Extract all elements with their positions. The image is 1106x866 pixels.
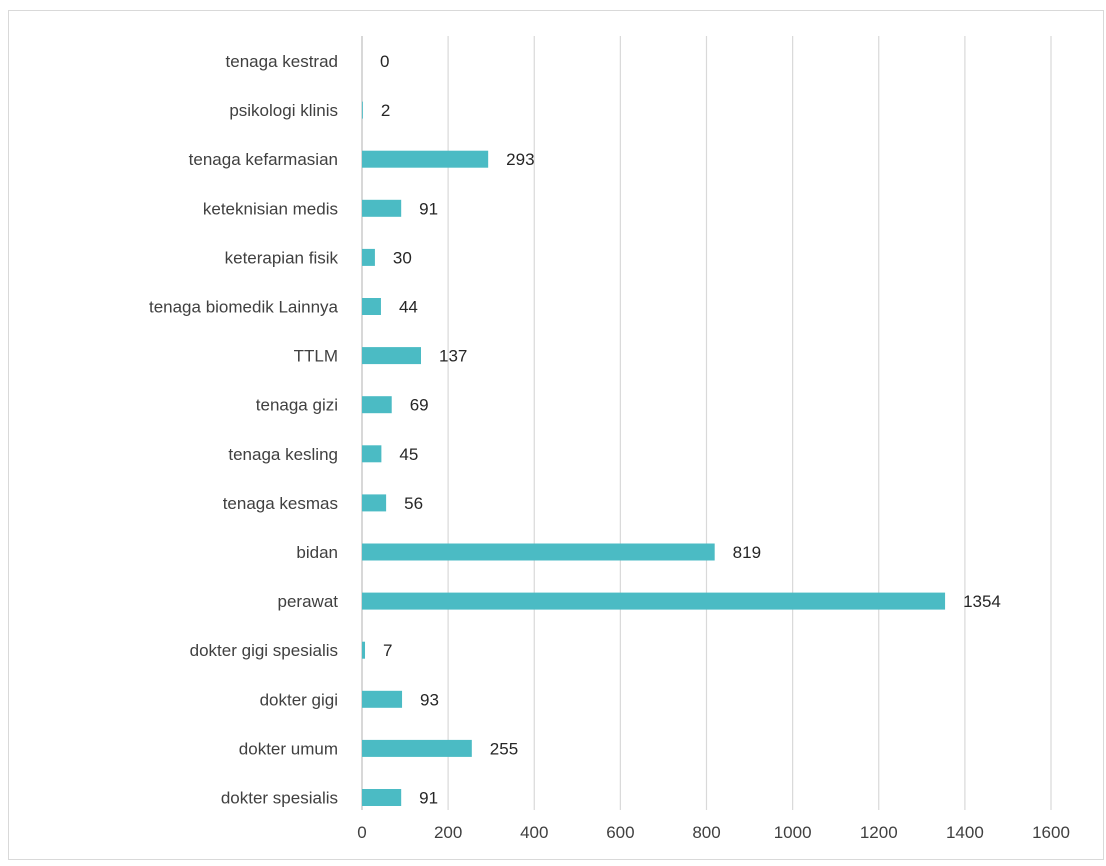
category-label: psikologi klinis bbox=[229, 101, 338, 120]
category-label: TTLM bbox=[294, 347, 338, 366]
x-tick-label: 400 bbox=[520, 823, 548, 842]
bar bbox=[362, 150, 489, 168]
x-tick-label: 200 bbox=[434, 823, 462, 842]
bar bbox=[362, 789, 402, 806]
data-label: 0 bbox=[380, 52, 389, 71]
bar bbox=[362, 248, 375, 266]
value-labels: 0 2 293 91 30 44 137 69 45 56 819 1354 7 93 255 91 bbox=[380, 52, 1001, 808]
chart-frame bbox=[8, 10, 1104, 860]
bar bbox=[362, 494, 387, 512]
data-label: 2 bbox=[381, 101, 390, 120]
category-label: tenaga gizi bbox=[256, 396, 338, 415]
category-label: tenaga biomedik Lainnya bbox=[149, 298, 339, 317]
data-label: 56 bbox=[404, 494, 423, 513]
category-label: perawat bbox=[278, 592, 339, 611]
data-label: 91 bbox=[419, 789, 438, 808]
bar bbox=[362, 396, 392, 414]
bar bbox=[362, 199, 402, 217]
category-label: keterapian fisik bbox=[225, 248, 339, 267]
data-label: 819 bbox=[733, 543, 761, 562]
data-label: 1354 bbox=[963, 592, 1001, 611]
data-label: 91 bbox=[419, 199, 438, 218]
data-label: 69 bbox=[410, 396, 429, 415]
bar bbox=[362, 347, 421, 365]
category-label: dokter umum bbox=[239, 739, 338, 758]
category-label: tenaga kefarmasian bbox=[189, 150, 338, 169]
x-tick-label: 1000 bbox=[774, 823, 812, 842]
category-label: tenaga kestrad bbox=[226, 52, 338, 71]
data-label: 255 bbox=[490, 739, 518, 758]
x-axis-ticks: 0 200 400 600 800 1000 1200 1400 1600 bbox=[357, 823, 1070, 842]
data-label: 93 bbox=[420, 690, 439, 709]
category-label: tenaga kesling bbox=[228, 445, 338, 464]
bar bbox=[362, 690, 403, 708]
x-tick-label: 1400 bbox=[946, 823, 984, 842]
bar bbox=[362, 298, 381, 315]
bar bbox=[362, 445, 382, 463]
x-tick-label: 800 bbox=[692, 823, 720, 842]
category-labels: tenaga kestrad psikologi klinis tenaga kef… bbox=[149, 52, 339, 808]
data-label: 137 bbox=[439, 347, 467, 366]
category-label: dokter gigi spesialis bbox=[190, 641, 338, 660]
bar bbox=[362, 543, 715, 561]
bar bbox=[362, 101, 363, 119]
category-label: keteknisian medis bbox=[203, 199, 338, 218]
bar bbox=[362, 592, 946, 610]
data-label: 30 bbox=[393, 248, 412, 267]
bar bbox=[362, 641, 366, 659]
data-label: 44 bbox=[399, 298, 418, 317]
x-tick-label: 1600 bbox=[1032, 823, 1070, 842]
data-label: 45 bbox=[399, 445, 418, 464]
data-label: 7 bbox=[383, 641, 392, 660]
category-label: tenaga kesmas bbox=[223, 494, 338, 513]
bar bbox=[362, 739, 472, 757]
x-tick-label: 0 bbox=[357, 823, 366, 842]
x-tick-label: 1200 bbox=[860, 823, 898, 842]
category-label: dokter spesialis bbox=[221, 789, 338, 808]
category-label: dokter gigi bbox=[260, 690, 338, 709]
data-label: 293 bbox=[506, 150, 534, 169]
category-label: bidan bbox=[296, 543, 338, 562]
x-tick-label: 600 bbox=[606, 823, 634, 842]
bars bbox=[362, 101, 946, 806]
